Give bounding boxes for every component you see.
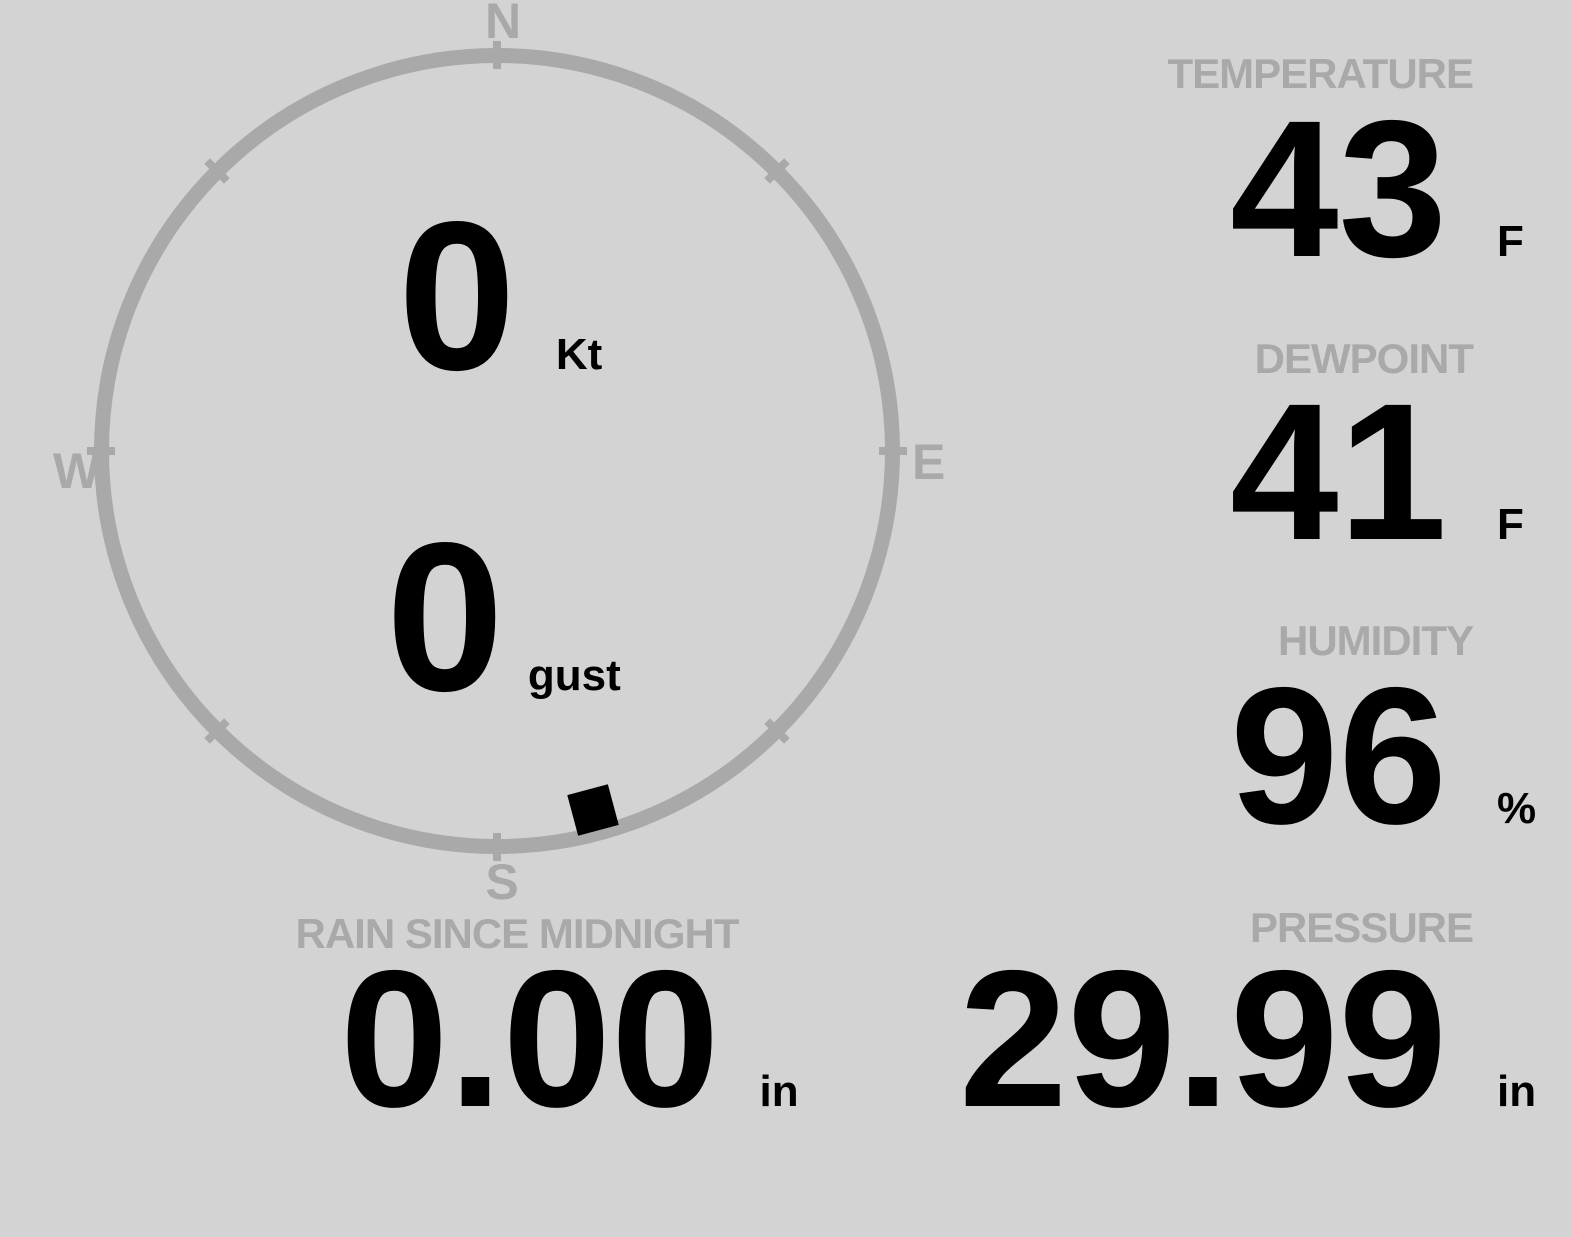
wind-speed-value: 0 <box>398 177 516 414</box>
rain-label: RAIN SINCE MIDNIGHT <box>295 910 740 957</box>
wind-speed-reading: 0 Kt <box>398 190 602 402</box>
compass-label-south: S <box>485 854 519 910</box>
wind-gust-reading: 0 gust <box>386 511 621 723</box>
wind-gust-value: 0 <box>386 498 504 735</box>
dewpoint-unit: F <box>1497 500 1524 549</box>
pressure-reading: 29.99 in <box>959 942 1551 1137</box>
wind-speed-unit: Kt <box>555 330 603 379</box>
temperature-value: 43 <box>1230 80 1447 298</box>
humidity-label: HUMIDITY <box>1278 617 1474 664</box>
compass-label-west: W <box>53 443 101 499</box>
compass-tick-north <box>493 41 501 69</box>
humidity-reading: 96 % <box>1230 659 1551 854</box>
rain-reading: 0.00 in <box>340 942 799 1137</box>
compass-label-east: E <box>912 434 946 490</box>
rain-unit: in <box>759 1067 799 1116</box>
dewpoint-reading: 41 F <box>1230 375 1551 570</box>
temperature-unit: F <box>1497 217 1524 266</box>
dewpoint-label: DEWPOINT <box>1254 335 1474 382</box>
dewpoint-value: 41 <box>1230 363 1447 581</box>
compass-label-north: N <box>484 0 522 49</box>
wind-gust-unit: gust <box>527 651 621 700</box>
compass-tick-east <box>879 447 907 455</box>
humidity-value: 96 <box>1230 647 1447 865</box>
temperature-label: TEMPERATURE <box>1167 50 1474 97</box>
temperature-reading: 43 F <box>1230 92 1551 287</box>
humidity-unit: % <box>1497 784 1537 833</box>
pressure-unit: in <box>1497 1067 1537 1116</box>
rain-value: 0.00 <box>340 930 720 1148</box>
pressure-label: PRESSURE <box>1249 904 1474 951</box>
pressure-value: 29.99 <box>959 930 1447 1148</box>
